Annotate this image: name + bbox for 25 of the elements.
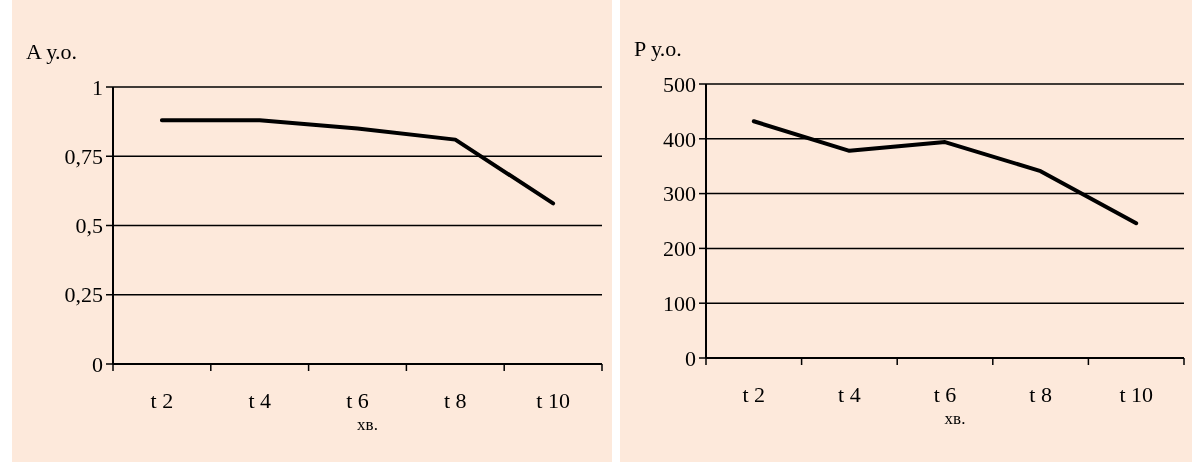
- y-tick-label: 400: [663, 126, 696, 152]
- y-tick-label: 100: [663, 290, 696, 316]
- y-tick-label: 200: [663, 236, 696, 262]
- x-axis-title: хв.: [944, 409, 966, 428]
- y-tick-label: 0: [685, 345, 696, 371]
- y-tick-label: 1: [92, 74, 103, 100]
- x-tick-label: t 10: [536, 388, 570, 413]
- y-tick-label: 0,5: [75, 213, 103, 239]
- x-tick-label: t 10: [1119, 382, 1154, 407]
- y-tick-label: 0: [92, 351, 103, 377]
- y-tick-label: 0,75: [64, 143, 103, 169]
- y-axis-title: A у.о.: [26, 39, 77, 64]
- x-tick-label: t 4: [838, 382, 861, 407]
- y-tick-label: 0,25: [64, 282, 103, 308]
- y-tick-label: 500: [663, 71, 696, 97]
- x-axis-title: хв.: [357, 415, 378, 434]
- x-tick-label: t 6: [933, 382, 957, 407]
- y-tick-label: 300: [663, 181, 696, 207]
- x-tick-label: t 8: [1029, 382, 1052, 407]
- x-tick-label: t 8: [443, 388, 467, 413]
- y-axis-title: P у.о.: [634, 36, 682, 61]
- x-tick-label: t 2: [150, 388, 174, 413]
- x-tick-label: t 4: [248, 388, 272, 413]
- x-tick-label: t 6: [346, 388, 369, 413]
- x-tick-label: t 2: [742, 382, 766, 407]
